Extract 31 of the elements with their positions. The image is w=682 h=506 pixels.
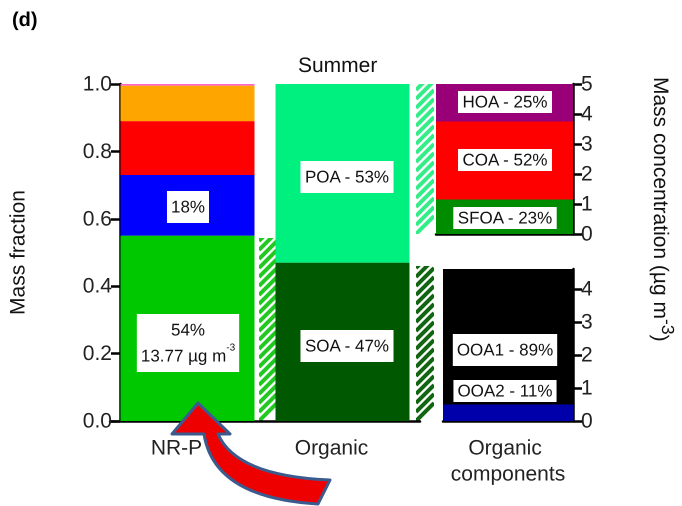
- y-tick-label: 0.6: [82, 207, 112, 230]
- y2-tick-label: 5: [581, 72, 593, 96]
- x-tick-label: Organic components: [450, 436, 566, 486]
- y-tick-label: 0.4: [82, 274, 112, 298]
- y2-tick-label: 1: [581, 376, 593, 400]
- y-tick-label: 0.2: [82, 342, 112, 366]
- y2-tick-label: 0: [581, 410, 593, 432]
- y2-tick-label: 2: [581, 162, 593, 186]
- y-tick-label: 1.0: [82, 72, 112, 96]
- chart-title: Summer: [298, 54, 378, 77]
- y-axis-title: Mass fraction: [6, 190, 30, 315]
- annotation: HOA - 25%: [462, 92, 548, 112]
- x-tick-label: NR-P: [150, 436, 202, 460]
- annotation: SFOA - 23%: [458, 208, 552, 228]
- text: (d): [12, 9, 38, 31]
- y2-tick-label: 1: [581, 192, 593, 216]
- y2-tick-label: 3: [581, 310, 593, 334]
- annotation: 18%: [170, 198, 206, 216]
- y2-tick-label: 4: [581, 277, 593, 300]
- y2-tick-label: 3: [581, 132, 593, 156]
- y2-tick-label: 2: [581, 343, 593, 366]
- annotation: OOA2 - 11%: [457, 382, 553, 400]
- annotation: COA - 52%: [462, 150, 548, 170]
- annotation: POA - 53%: [304, 168, 390, 186]
- annotation: SOA - 47%: [304, 336, 390, 356]
- y2-tick-label: 4: [581, 102, 593, 126]
- y2-tick-label: 0: [581, 222, 593, 246]
- x-tick-label: Organic: [294, 436, 368, 460]
- y-tick-label: 0.0: [82, 410, 112, 432]
- annotation: OOA1 - 89%: [456, 340, 554, 360]
- y-tick-label: 0.8: [82, 140, 112, 163]
